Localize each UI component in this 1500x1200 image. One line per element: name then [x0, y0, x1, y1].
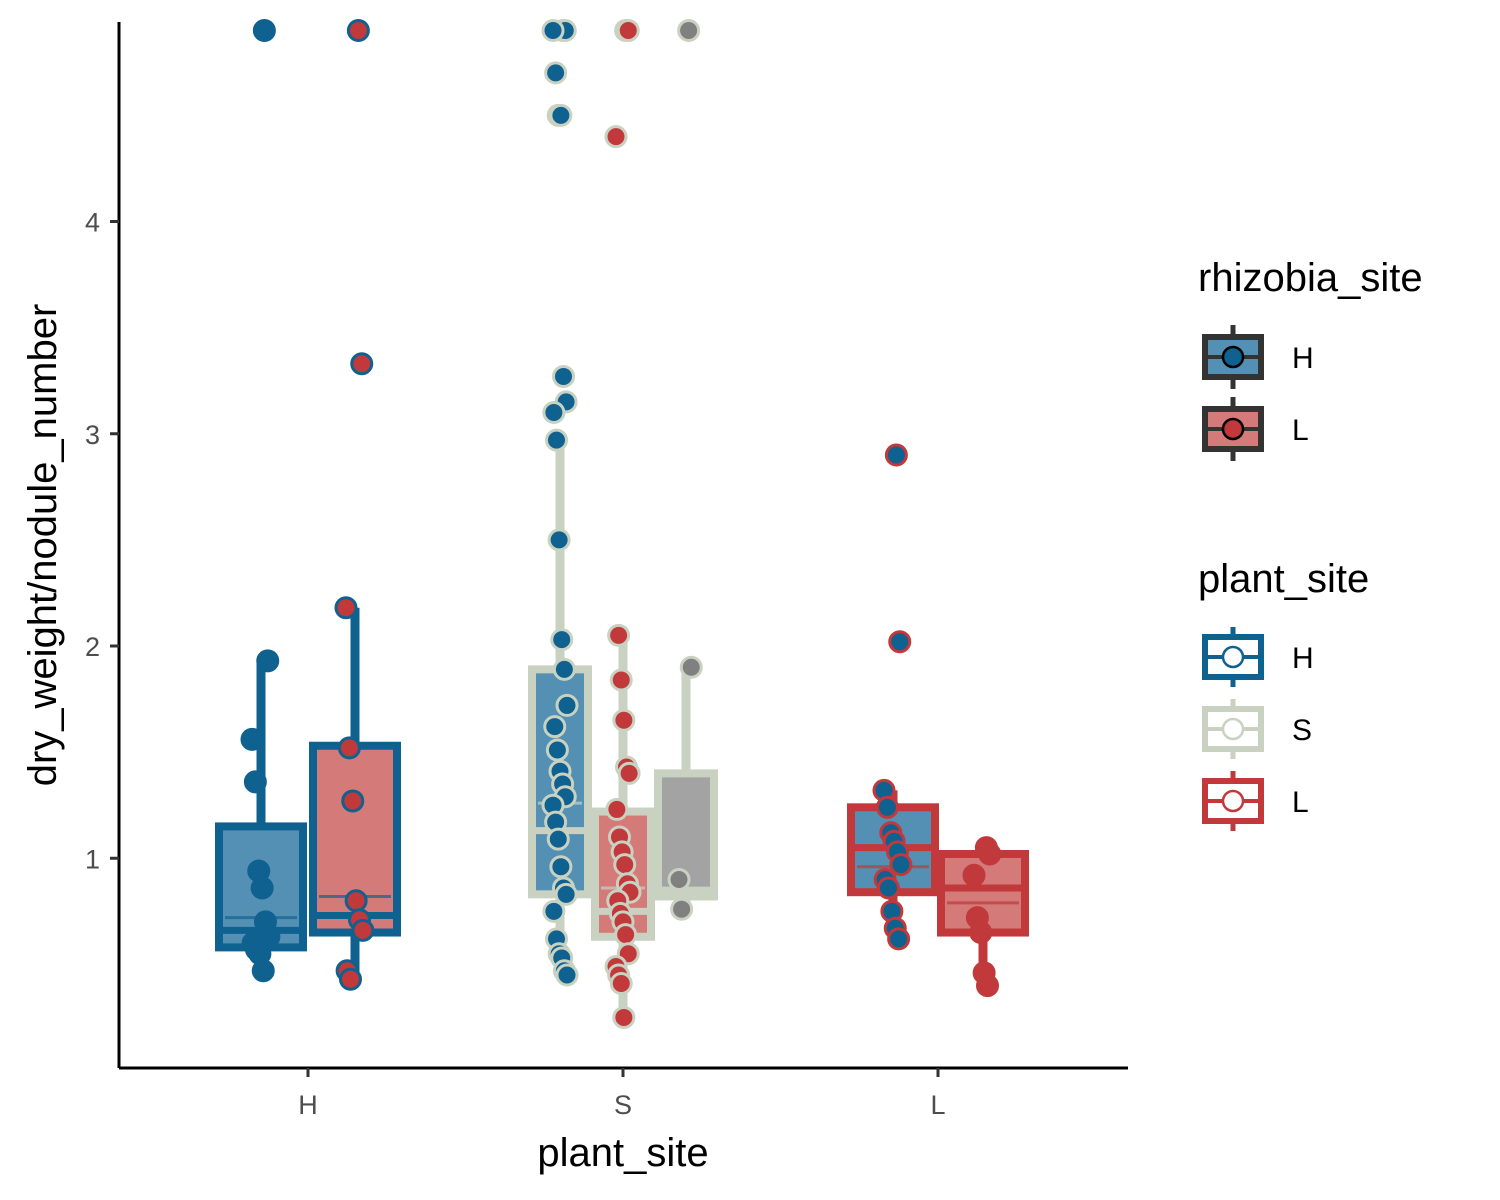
data-point [549, 855, 573, 879]
data-point [889, 853, 913, 877]
data-point [256, 649, 280, 673]
data-point [546, 827, 570, 851]
y-ticks: 1 2 3 4 [85, 208, 119, 874]
legend-key-point [1221, 345, 1245, 369]
data-point [978, 842, 1002, 866]
x-axis-title: plant_site [537, 1131, 708, 1175]
legend-key-point [1221, 789, 1245, 813]
legend-key-plant-S: S [1202, 699, 1312, 759]
legend-label-plant: H [1292, 642, 1314, 675]
data-point [887, 927, 911, 951]
data-point [542, 899, 566, 923]
data-point [877, 876, 900, 900]
legend-key-rhizobia-L: L [1202, 397, 1309, 461]
data-point [252, 18, 276, 42]
legend-title-plant: plant_site [1198, 557, 1369, 601]
data-point [550, 628, 574, 652]
data-point [243, 770, 267, 794]
legend-title-rhizobia: rhizobia_site [1198, 256, 1423, 300]
data-point [614, 923, 638, 947]
legend-key-point [1221, 717, 1245, 741]
data-point [677, 18, 701, 42]
legend-key-rhizobia-H: H [1202, 325, 1314, 389]
data-point [334, 596, 358, 620]
data-point [607, 623, 631, 647]
legend-label-plant: L [1292, 786, 1309, 819]
data-point [875, 795, 899, 819]
data-point [888, 630, 912, 654]
y-tick-label: 4 [85, 208, 100, 238]
legend-key-point [1221, 417, 1245, 441]
data-point [549, 103, 573, 127]
data-point [541, 18, 565, 42]
data-point [609, 971, 633, 995]
data-point [604, 125, 628, 149]
data-point [542, 401, 566, 425]
data-point [552, 364, 575, 388]
y-tick-label: 3 [85, 420, 100, 450]
box-H-L [309, 18, 401, 991]
data-point [554, 882, 578, 906]
x-tick-label: L [930, 1090, 945, 1120]
x-tick-label: S [614, 1090, 632, 1120]
data-point [344, 889, 368, 913]
data-point [337, 736, 361, 760]
legend-key-plant-L: L [1202, 771, 1309, 831]
data-point [346, 18, 370, 42]
legend-label-rhizobia: H [1292, 342, 1314, 375]
y-axis-title: dry_weight/nodule_number [21, 304, 65, 787]
data-point [544, 61, 568, 85]
data-point [543, 715, 567, 739]
data-point [250, 876, 274, 900]
data-point [545, 428, 568, 452]
data-point [339, 967, 362, 991]
data-point [667, 867, 691, 891]
data-point [555, 963, 579, 987]
data-point [341, 789, 365, 813]
box-S-other [654, 18, 718, 921]
y-tick-label: 2 [85, 632, 100, 662]
data-point [617, 761, 641, 785]
data-point [545, 738, 569, 762]
legend-label-plant: S [1292, 714, 1312, 747]
legend-label-rhizobia: L [1292, 414, 1309, 447]
box-S-H [528, 18, 592, 987]
y-tick-label: 1 [85, 844, 100, 874]
plot-area [215, 18, 1029, 1029]
data-point [350, 352, 374, 376]
data-point [555, 693, 579, 717]
data-point [884, 443, 908, 467]
data-point [962, 863, 986, 887]
data-point [679, 655, 703, 679]
data-point [616, 18, 640, 42]
data-point [612, 1005, 636, 1029]
data-point [552, 657, 576, 681]
data-point [251, 959, 275, 983]
box-H-H [215, 18, 307, 983]
data-point [351, 918, 375, 942]
data-point [613, 853, 637, 877]
box-L-H [847, 443, 939, 951]
data-point [609, 668, 633, 692]
data-point [670, 897, 694, 921]
x-tick-label: H [298, 1090, 318, 1120]
data-point [240, 727, 264, 751]
data-point [605, 797, 629, 821]
data-point [612, 708, 636, 732]
legend-key-point [1221, 645, 1245, 669]
data-point [969, 921, 993, 945]
legend-key-plant-H: H [1202, 627, 1314, 687]
box-L-L [937, 836, 1029, 998]
data-point [547, 528, 571, 552]
box-S-L [591, 18, 655, 1029]
data-point [976, 974, 999, 998]
